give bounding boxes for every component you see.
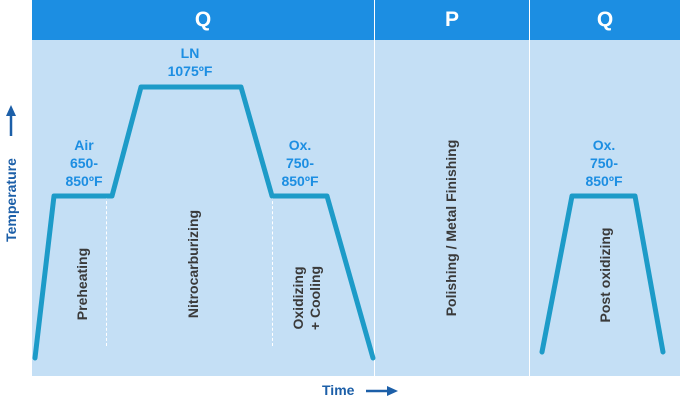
temp-label-ox1: Ox. 750- 850ºF — [268, 136, 332, 190]
separator-q-p — [374, 0, 375, 376]
x-axis-label: Time — [322, 382, 354, 398]
header-p-label: P — [444, 8, 459, 31]
header-q-quench: Q — [32, 0, 374, 40]
step-label-nitrocarburizing: Nitrocarburizing — [185, 198, 202, 330]
temp-label-ln: LN 1075ºF — [158, 44, 222, 80]
time-arrow-head — [387, 386, 398, 396]
temp-ox2-line2: 750- — [589, 155, 619, 171]
temp-ox2-line3: 850ºF — [585, 173, 623, 189]
process-curve-q1 — [32, 84, 376, 361]
temp-label-air: Air 650- 850ºF — [54, 136, 114, 190]
temp-ln-line1: LN — [180, 45, 200, 61]
panel-q-quench — [32, 40, 374, 376]
y-axis-label: Temperature — [3, 150, 20, 250]
temp-air-line2: 650- — [69, 155, 99, 171]
temp-ln-line2: 1075ºF — [167, 63, 213, 79]
step-preheating-text: Preheating — [74, 247, 90, 321]
panel-p-polish — [375, 40, 529, 376]
header-q-label: Q — [194, 8, 212, 31]
step-label-polishing: Polishing / Metal Finishing — [443, 124, 460, 332]
step-post-ox-text: Post oxidizing — [597, 227, 613, 323]
step-label-preheating: Preheating — [74, 238, 91, 330]
temp-label-ox2: Ox. 750- 850ºF — [572, 136, 636, 190]
separator-nitro-oxid — [272, 196, 273, 346]
temp-ox1-line3: 850ºF — [281, 173, 319, 189]
step-label-oxidizing: Oxidizing + Cooling — [290, 258, 324, 338]
process-curve-q2 — [539, 193, 666, 355]
header-p-polish: P — [375, 0, 529, 40]
header-q2-label: Q — [596, 8, 614, 31]
step-oxidizing-line2: + Cooling — [307, 265, 323, 331]
temp-air-line3: 850ºF — [65, 173, 103, 189]
separator-preheat-nitro — [106, 196, 107, 346]
step-label-post-oxidizing: Post oxidizing — [597, 220, 614, 330]
temp-ox2-line1: Ox. — [592, 137, 616, 153]
step-oxidizing-line1: Oxidizing — [290, 266, 306, 330]
step-polishing-text: Polishing / Metal Finishing — [443, 139, 459, 317]
step-nitro-text: Nitrocarburizing — [185, 209, 201, 319]
y-axis-text: Temperature — [3, 158, 19, 242]
x-axis-text: Time — [322, 382, 355, 398]
temperature-arrow-head — [6, 105, 16, 116]
temp-ox1-line1: Ox. — [288, 137, 312, 153]
separator-p-q — [529, 0, 530, 376]
header-q-post: Q — [530, 0, 680, 40]
temp-air-line1: Air — [74, 137, 94, 153]
temp-ox1-line2: 750- — [285, 155, 315, 171]
